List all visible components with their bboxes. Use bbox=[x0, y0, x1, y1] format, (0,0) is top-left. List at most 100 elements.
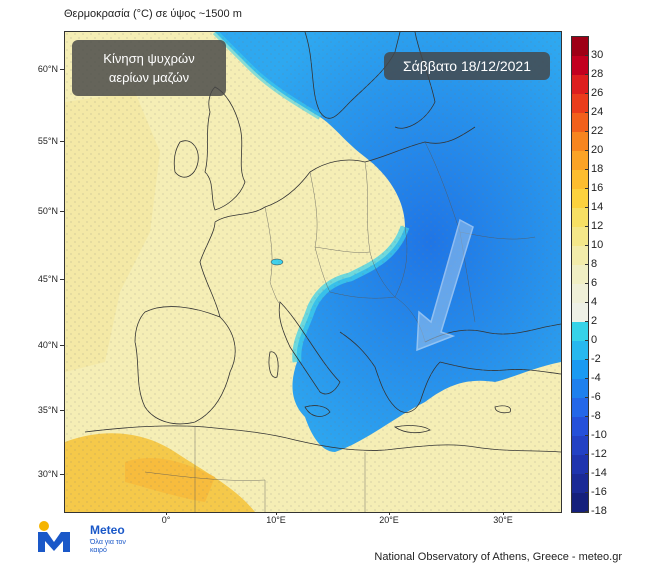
colorbar-segment bbox=[572, 341, 588, 360]
lon-label-0: 0° bbox=[161, 515, 171, 525]
colorbar-label: -2 bbox=[591, 353, 601, 365]
date-label: Σάββατο 18/12/2021 bbox=[384, 52, 550, 80]
colorbar-label: 2 bbox=[591, 315, 598, 327]
colorbar-segment bbox=[572, 474, 588, 493]
cold-airmass-annotation: Κίνηση ψυχρών αερίων μαζών bbox=[72, 40, 226, 96]
colorbar-label: 6 bbox=[591, 277, 598, 289]
colorbar-tick bbox=[585, 169, 589, 170]
lat-label-40: 40°N bbox=[37, 340, 58, 350]
colorbar-label: 18 bbox=[591, 163, 604, 175]
lat-label-30: 30°N bbox=[37, 469, 58, 479]
colorbar-label: 16 bbox=[591, 182, 604, 194]
colorbar-segment bbox=[572, 227, 588, 246]
colorbar-segment bbox=[572, 436, 588, 455]
colorbar-tick bbox=[585, 302, 589, 303]
map-canvas bbox=[65, 32, 561, 512]
colorbar-segment bbox=[572, 208, 588, 227]
lon-label-10e: 10°E bbox=[266, 515, 286, 525]
colorbar-label: -16 bbox=[591, 486, 607, 498]
colorbar-segment bbox=[572, 189, 588, 208]
wind-dot-overlay bbox=[65, 32, 561, 512]
colorbar-label: 22 bbox=[591, 125, 604, 137]
lon-tick bbox=[389, 511, 390, 515]
source-credit: National Observatory of Athens, Greece -… bbox=[374, 551, 622, 563]
cold-movement-arrow-icon bbox=[416, 218, 474, 352]
colorbar-segment bbox=[572, 56, 588, 75]
lon-tick bbox=[166, 511, 167, 515]
colorbar-tick bbox=[585, 321, 589, 322]
lat-label-60: 60°N bbox=[37, 64, 58, 74]
lat-tick bbox=[60, 69, 64, 70]
colorbar-label: -18 bbox=[591, 505, 607, 517]
logo-wordmark: Meteo bbox=[90, 523, 125, 537]
colorbar-segment bbox=[572, 170, 588, 189]
colorbar-tick bbox=[585, 55, 589, 56]
colorbar-segment bbox=[572, 113, 588, 132]
colorbar-segment bbox=[572, 455, 588, 474]
lon-label-20e: 20°E bbox=[379, 515, 399, 525]
colorbar-label: -10 bbox=[591, 429, 607, 441]
colorbar-segment bbox=[572, 398, 588, 417]
colorbar-segment bbox=[572, 132, 588, 151]
colorbar-label: -4 bbox=[591, 372, 601, 384]
colorbar-tick bbox=[585, 340, 589, 341]
annotation-line-1: Κίνηση ψυχρών bbox=[103, 51, 195, 66]
lat-tick bbox=[60, 279, 64, 280]
colorbar-label: 0 bbox=[591, 334, 598, 346]
colorbar-label: 12 bbox=[591, 220, 604, 232]
colorbar-segment bbox=[572, 94, 588, 113]
colorbar-tick bbox=[585, 397, 589, 398]
colorbar-label: 4 bbox=[591, 296, 598, 308]
figure-title: Θερμοκρασία (°C) σε ύψος ~1500 m bbox=[64, 8, 242, 20]
colorbar-segment bbox=[572, 493, 588, 512]
colorbar-tick bbox=[585, 378, 589, 379]
colorbar-segment bbox=[572, 265, 588, 284]
colorbar-tick bbox=[585, 150, 589, 151]
lat-label-35: 35°N bbox=[37, 405, 58, 415]
lat-tick bbox=[60, 141, 64, 142]
colorbar-tick bbox=[585, 226, 589, 227]
colorbar-tick bbox=[585, 435, 589, 436]
colorbar-label: 10 bbox=[591, 239, 604, 251]
colorbar-tick bbox=[585, 93, 589, 94]
colorbar-segment bbox=[572, 303, 588, 322]
colorbar-tick bbox=[585, 112, 589, 113]
logo-tagline: Όλα για τον καιρό bbox=[90, 539, 126, 554]
colorbar-tick bbox=[585, 454, 589, 455]
colorbar-label: 30 bbox=[591, 49, 604, 61]
colorbar-label: 20 bbox=[591, 144, 604, 156]
colorbar-segment bbox=[572, 151, 588, 170]
colorbar-segment bbox=[572, 246, 588, 265]
colorbar-segment bbox=[572, 417, 588, 436]
colorbar-segment bbox=[572, 37, 588, 56]
colorbar-tick bbox=[585, 511, 589, 512]
lon-tick bbox=[503, 511, 504, 515]
colorbar-segment bbox=[572, 284, 588, 303]
colorbar-tick bbox=[585, 188, 589, 189]
colorbar-tick bbox=[585, 74, 589, 75]
colorbar-label: 8 bbox=[591, 258, 598, 270]
colorbar-label: -6 bbox=[591, 391, 601, 403]
lat-tick bbox=[60, 474, 64, 475]
lon-label-30e: 30°E bbox=[493, 515, 513, 525]
colorbar-segment bbox=[572, 360, 588, 379]
colorbar-tick bbox=[585, 131, 589, 132]
lat-label-50: 50°N bbox=[37, 206, 58, 216]
colorbar-tick bbox=[585, 283, 589, 284]
colorbar-segment bbox=[572, 75, 588, 94]
colorbar-tick bbox=[585, 359, 589, 360]
colorbar-tick bbox=[585, 473, 589, 474]
colorbar-tick bbox=[585, 264, 589, 265]
meteo-logo-icon bbox=[38, 521, 70, 552]
colorbar-label: 14 bbox=[591, 201, 604, 213]
colorbar-label: 26 bbox=[591, 87, 604, 99]
lat-label-45: 45°N bbox=[37, 274, 58, 284]
lat-label-55: 55°N bbox=[37, 136, 58, 146]
colorbar-label: 28 bbox=[591, 68, 604, 80]
annotation-line-2: αερίων μαζών bbox=[108, 70, 190, 85]
colorbar-tick bbox=[585, 492, 589, 493]
colorbar-tick bbox=[585, 207, 589, 208]
colorbar-label: -8 bbox=[591, 410, 601, 422]
colorbar-segment bbox=[572, 379, 588, 398]
lon-tick bbox=[276, 511, 277, 515]
